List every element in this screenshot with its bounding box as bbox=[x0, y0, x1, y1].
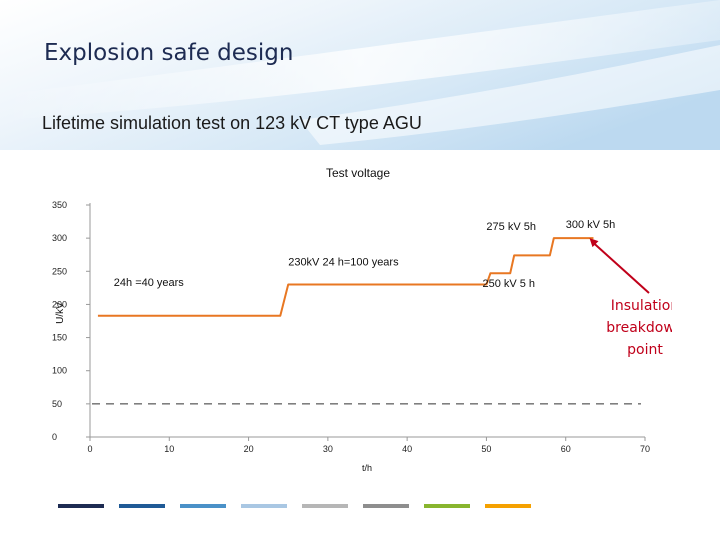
y-tick-label: 100 bbox=[52, 366, 67, 376]
data-annotation: 300 kV 5h bbox=[566, 219, 616, 231]
x-tick-label: 30 bbox=[323, 444, 333, 454]
y-tick-label: 350 bbox=[52, 200, 67, 210]
x-tick-label: 10 bbox=[164, 444, 174, 454]
x-tick-label: 0 bbox=[87, 444, 92, 454]
chart-panel: Test voltage U/kV t/h 0 50 100 150 200 250 300… bbox=[44, 150, 672, 475]
slide-subtitle: Lifetime simulation test on 123 kV CT ty… bbox=[42, 113, 422, 133]
callout-arrow-head bbox=[589, 238, 599, 248]
x-tick-label: 50 bbox=[481, 444, 491, 454]
callout-text: point bbox=[627, 342, 663, 358]
data-annotation: 230kV 24 h=100 years bbox=[288, 256, 399, 268]
y-tick-label: 0 bbox=[52, 432, 57, 442]
x-tick-label: 40 bbox=[402, 444, 412, 454]
test-voltage-line bbox=[97, 237, 594, 317]
callout-text: breakdown bbox=[606, 320, 672, 336]
chart-title: Test voltage bbox=[326, 166, 390, 180]
x-axis-title: t/h bbox=[362, 463, 372, 473]
y-tick-label: 50 bbox=[52, 399, 62, 409]
data-annotation: 24h =40 years bbox=[114, 277, 185, 289]
y-tick-label: 250 bbox=[52, 266, 67, 276]
y-tick-label: 300 bbox=[52, 233, 67, 243]
y-tick-label: 200 bbox=[52, 299, 67, 309]
test-voltage-chart: Test voltage U/kV t/h 050100150200250300… bbox=[52, 166, 672, 473]
x-tick-label: 20 bbox=[244, 444, 254, 454]
y-axis-title: U/kV bbox=[55, 302, 66, 324]
slide-title: Explosion safe design bbox=[44, 40, 294, 66]
x-tick-label: 60 bbox=[561, 444, 571, 454]
x-tick-label: 70 bbox=[640, 444, 650, 454]
data-annotation: 250 kV 5 h bbox=[482, 278, 535, 290]
callout-text: Insulation bbox=[611, 298, 672, 314]
data-annotation: 275 kV 5h bbox=[486, 221, 536, 233]
y-tick-label: 150 bbox=[52, 333, 67, 343]
callout-arrow-line bbox=[590, 240, 650, 294]
